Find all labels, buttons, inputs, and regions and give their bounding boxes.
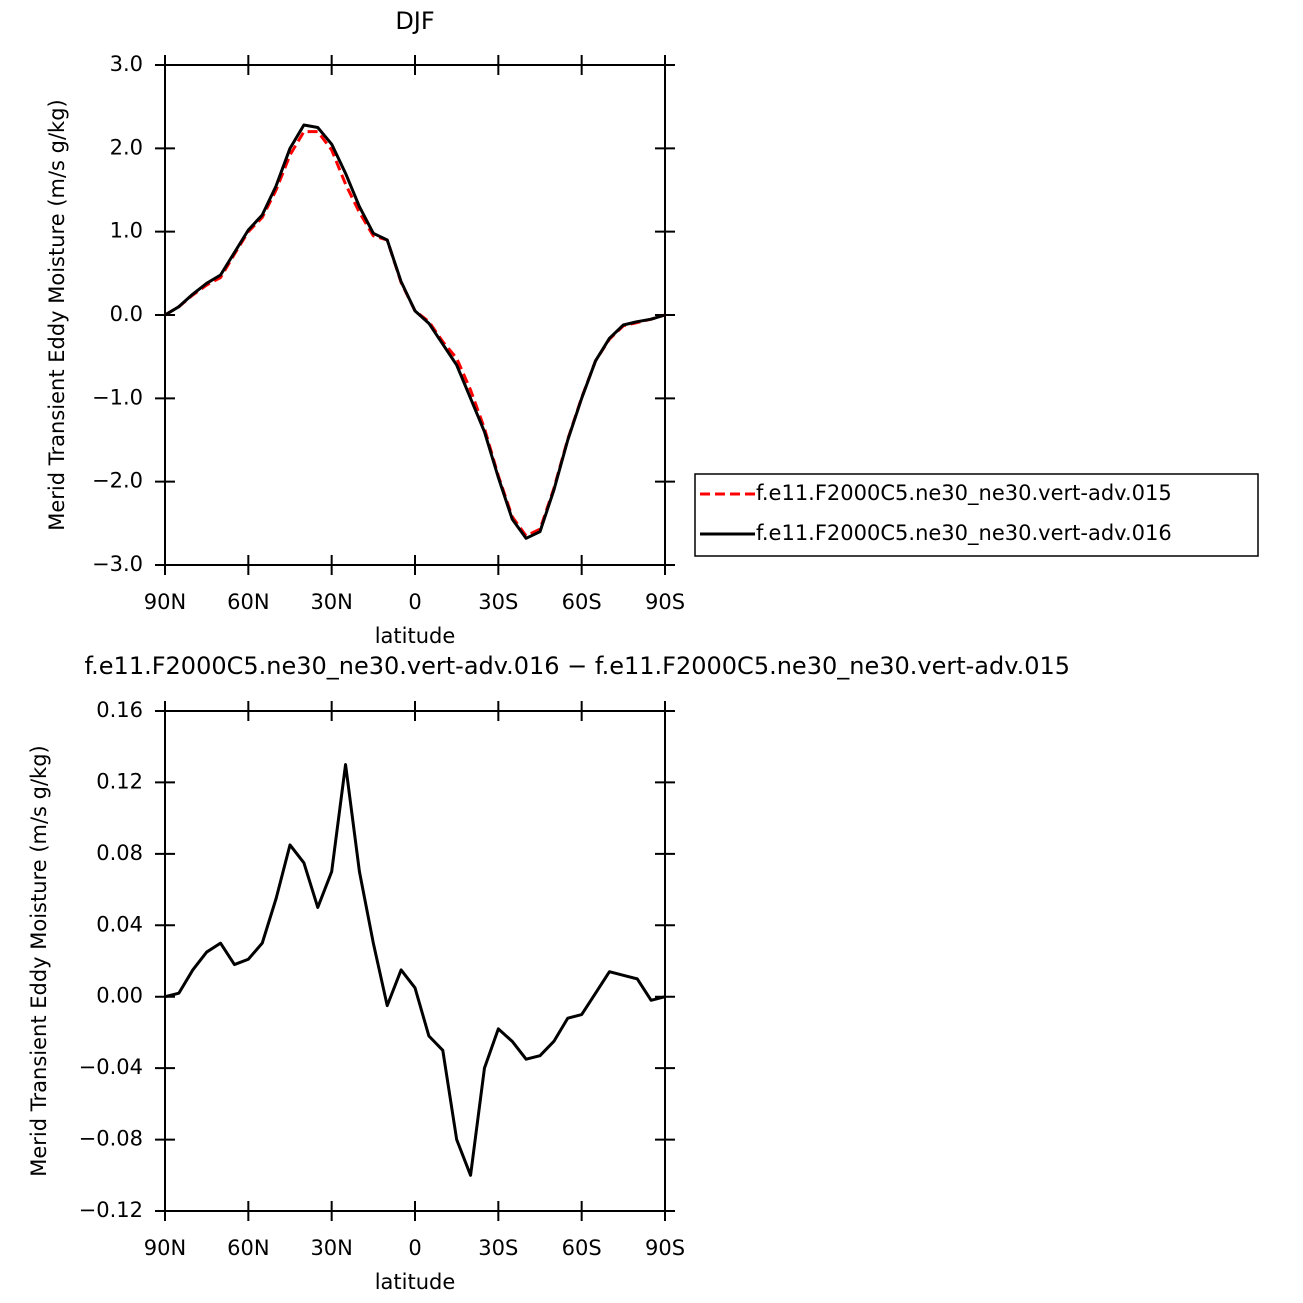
- y-tick-label: −0.04: [79, 1055, 143, 1079]
- x-tick-label: 60S: [562, 590, 602, 614]
- x-tick-label: 30N: [310, 1236, 352, 1260]
- x-axis-label: latitude: [375, 624, 456, 648]
- data-line: [164, 763, 666, 1177]
- y-axis-label: Merid Transient Eddy Moisture (m/s g/kg): [27, 745, 51, 1177]
- x-tick-label: 90N: [144, 1236, 186, 1260]
- chart-title: DJF: [395, 7, 434, 35]
- y-tick-label: 0.0: [110, 302, 143, 326]
- chart-title: f.e11.F2000C5.ne30_ne30.vert-adv.016 − f…: [84, 652, 1070, 680]
- x-tick-label: 60S: [562, 1236, 602, 1260]
- legend-label: f.e11.F2000C5.ne30_ne30.vert-adv.015: [756, 481, 1172, 506]
- x-tick-label: 90N: [144, 590, 186, 614]
- y-axis-label: Merid Transient Eddy Moisture (m/s g/kg): [45, 99, 69, 531]
- legend-box: [694, 473, 1259, 557]
- y-tick-label: 0.12: [96, 769, 143, 793]
- x-tick-label: 90S: [645, 1236, 685, 1260]
- y-tick-label: −0.12: [79, 1198, 143, 1222]
- y-tick-label: −3.0: [92, 552, 143, 576]
- y-tick-label: 0.00: [96, 984, 143, 1008]
- x-tick-label: 30S: [478, 1236, 518, 1260]
- data-line: [164, 130, 666, 538]
- plot-frame: [164, 710, 666, 1212]
- y-tick-label: 1.0: [110, 219, 143, 243]
- x-tick-label: 60N: [227, 1236, 269, 1260]
- data-line: [164, 123, 666, 540]
- y-tick-label: 0.08: [96, 841, 143, 865]
- y-tick-label: 2.0: [110, 135, 143, 159]
- x-tick-label: 90S: [645, 590, 685, 614]
- y-tick-label: 3.0: [110, 52, 143, 76]
- plot-frame: [164, 64, 666, 566]
- x-tick-label: 0: [408, 590, 421, 614]
- x-tick-label: 60N: [227, 590, 269, 614]
- x-axis-label: latitude: [375, 1270, 456, 1294]
- y-tick-label: −0.08: [79, 1127, 143, 1151]
- y-tick-label: −1.0: [92, 385, 143, 409]
- y-tick-label: 0.04: [96, 912, 143, 936]
- x-tick-label: 30S: [478, 590, 518, 614]
- x-tick-label: 30N: [310, 590, 352, 614]
- legend-label: f.e11.F2000C5.ne30_ne30.vert-adv.016: [756, 521, 1172, 546]
- x-tick-label: 0: [408, 1236, 421, 1260]
- y-tick-label: −2.0: [92, 469, 143, 493]
- y-tick-label: 0.16: [96, 698, 143, 722]
